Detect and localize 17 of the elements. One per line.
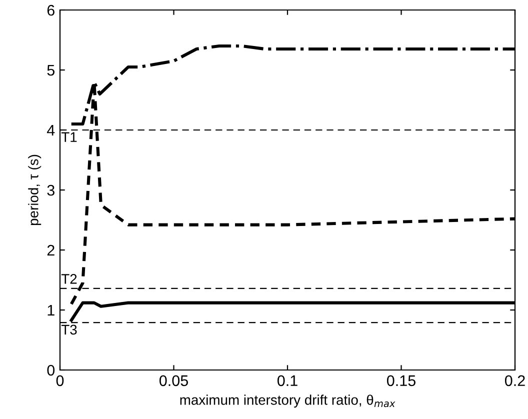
x-tick-label: 0.15 xyxy=(386,375,416,386)
y-tick-label: 5 xyxy=(47,65,54,76)
y-tick-label: 2 xyxy=(47,244,54,256)
ref-line-label: T1 xyxy=(61,132,77,142)
ref-line-label: T2 xyxy=(61,274,77,284)
y-tick-label: 6 xyxy=(47,4,54,16)
x-tick-label: 0.2 xyxy=(504,375,525,386)
x-axis-title: maximum interstory drift ratio, θ$_{max}$ xyxy=(180,394,396,408)
x-tick-label: 0.1 xyxy=(277,375,298,386)
x-tick-label: 0.05 xyxy=(159,375,188,386)
y-tick-label: 0 xyxy=(47,364,55,376)
y-axis-title: period, τ (s) xyxy=(28,154,42,226)
ref-line-label: T3 xyxy=(61,324,77,335)
y-tick-label: 4 xyxy=(46,125,55,136)
y-tick-label: 1 xyxy=(48,305,54,316)
y-tick-label: 3 xyxy=(47,184,54,196)
x-tick-label: 0 xyxy=(56,375,64,386)
